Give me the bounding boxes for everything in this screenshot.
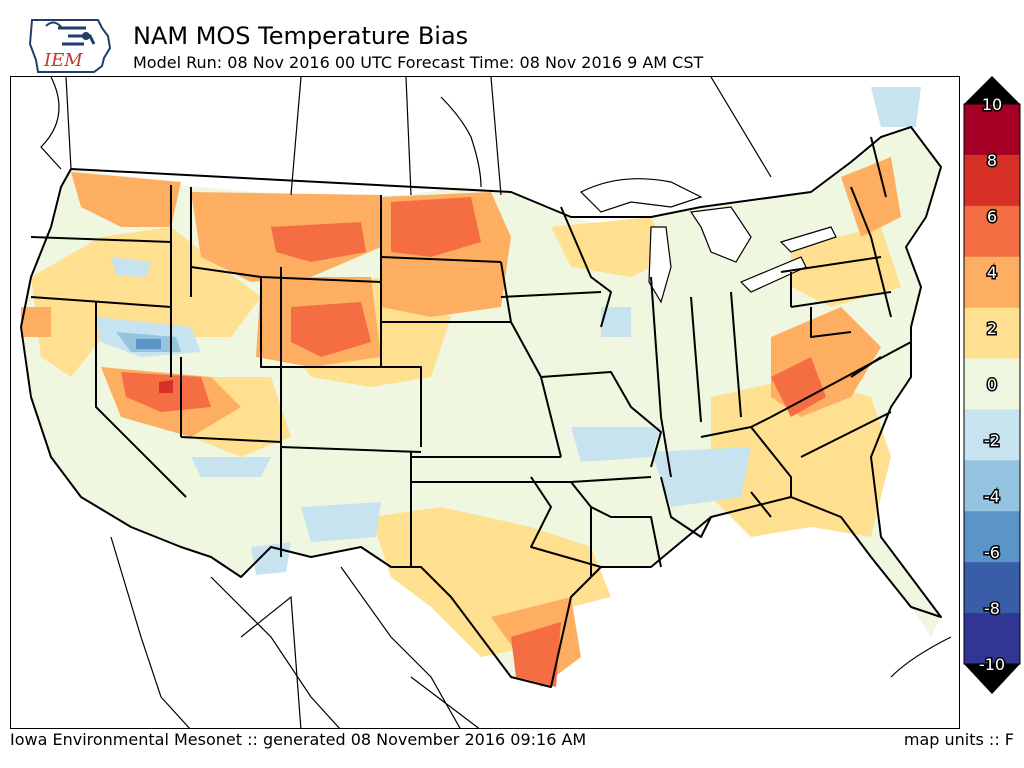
bias-patch-darkorange-5 [511,622,561,687]
bias-patch-lightblue-2 [651,447,751,507]
colorbar-segment [964,205,1020,258]
colorbar-tick-label: 10 [982,95,1002,114]
map-panel [10,76,960,729]
colorbar-overflow-arrow [964,76,1020,104]
lake-michigan [648,226,672,304]
colorbar-tick-label: 4 [987,263,997,282]
colorbar-tick-label: 8 [987,151,997,170]
colorbar-segment [964,104,1020,156]
bias-patch-orange-1 [71,172,181,227]
colorbar-tick-label: -10 [979,655,1005,674]
lake-superior [579,178,703,213]
bias-patch-lightblue-3 [571,427,661,462]
colorbar-tick-label: 6 [987,207,997,226]
bias-patch-lightblue-6 [871,87,921,127]
colorbar-underflow-arrow [964,664,1020,694]
iem-logo: IEM [28,14,120,76]
map-title: NAM MOS Temperature Bias [133,22,469,50]
bias-patch-orange-7 [841,157,901,237]
great-lakes [579,178,837,304]
colorbar-tick-label: -4 [984,487,1000,506]
neighbor-borders [40,77,952,728]
colorbar-segment [964,409,1020,461]
colorbar-segment [964,613,1020,665]
logo-text: IEM [43,50,83,71]
colorbar-tick-label: -2 [984,431,1000,450]
bias-patch-lightblue-4 [191,457,271,477]
colorbar-tick-label: -6 [984,543,1000,562]
bias-patch-darkorange-2 [291,302,371,357]
bias-patch-lightblue-8 [111,257,151,277]
map-subtitle: Model Run: 08 Nov 2016 00 UTC Forecast T… [133,53,704,72]
colorbar-tick-label: 0 [987,375,997,394]
colorbar-segment [964,358,1020,410]
bias-patch-darkorange-6 [771,357,826,417]
bias-patch-orange-9 [21,307,51,337]
bias-patch-midblue-1 [136,339,161,349]
bias-patch-yellow-1 [31,227,261,377]
state-borders [20,126,942,688]
colorbar-segment [964,307,1020,360]
bias-patch-red-1 [159,380,173,393]
colorbar-segment [964,460,1020,512]
bias-field [21,87,941,687]
footer-credit: Iowa Environmental Mesonet :: generated … [10,730,587,749]
colorbar-segment [964,562,1020,614]
colorbar-segment [964,511,1020,563]
colorbar-segment [964,256,1020,309]
bias-patch-lightblue-7 [601,307,631,337]
colorbar-legend: 10 8 6 4 2 0 -2 -4 -6 -8 -10 [960,76,1024,694]
colorbar-tick-label: 2 [987,319,997,338]
lake-huron [689,206,752,263]
footer-units: map units :: F [903,730,1014,749]
colorbar-tick-label: -8 [984,599,1000,618]
lake-erie [739,256,807,293]
colorbar-segment [964,154,1020,207]
bias-patch-darkorange-1 [391,197,481,257]
bias-patch-darkorange-3 [271,222,366,262]
colorbar-frame [963,103,1021,665]
bias-patch-lightblue-5 [301,502,381,542]
bias-patch-yellow-5 [551,217,671,277]
lake-ontario [779,226,837,253]
